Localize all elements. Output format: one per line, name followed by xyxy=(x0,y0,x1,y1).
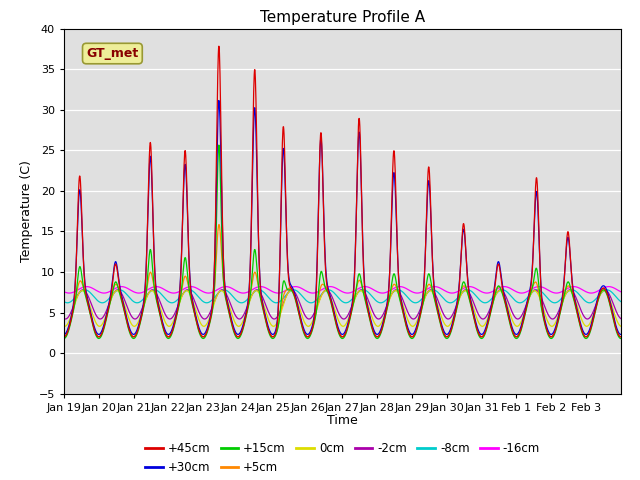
-2cm xyxy=(617,316,625,322)
+5cm xyxy=(601,286,609,292)
-16cm xyxy=(602,284,609,290)
+15cm xyxy=(331,317,339,323)
Line: -16cm: -16cm xyxy=(64,287,621,293)
Line: 0cm: 0cm xyxy=(64,291,621,326)
+30cm xyxy=(601,284,609,289)
-2cm xyxy=(601,287,609,293)
+45cm xyxy=(331,315,339,321)
+30cm xyxy=(331,313,339,319)
0cm xyxy=(600,288,608,294)
0cm xyxy=(602,288,609,294)
+15cm xyxy=(601,288,609,294)
+15cm xyxy=(617,336,625,341)
-8cm xyxy=(342,300,349,306)
-16cm xyxy=(601,285,609,290)
Line: +15cm: +15cm xyxy=(64,145,621,338)
+30cm xyxy=(316,142,324,147)
+5cm xyxy=(215,222,223,228)
-2cm xyxy=(602,287,609,293)
0cm xyxy=(331,307,339,312)
+30cm xyxy=(499,284,506,289)
0cm xyxy=(88,311,96,316)
-2cm xyxy=(323,287,330,293)
Title: Temperature Profile A: Temperature Profile A xyxy=(260,10,425,25)
+30cm xyxy=(601,284,609,289)
+15cm xyxy=(60,336,68,341)
X-axis label: Time: Time xyxy=(327,414,358,427)
-8cm xyxy=(617,299,625,304)
+30cm xyxy=(60,332,68,337)
Line: +30cm: +30cm xyxy=(64,100,621,335)
-16cm xyxy=(187,284,195,289)
Line: +45cm: +45cm xyxy=(64,46,621,337)
0cm xyxy=(316,297,324,302)
+45cm xyxy=(617,334,625,340)
-8cm xyxy=(316,293,324,299)
+45cm xyxy=(215,43,223,49)
-8cm xyxy=(499,287,506,293)
0cm xyxy=(617,324,625,329)
-16cm xyxy=(60,289,68,295)
0cm xyxy=(601,288,609,294)
+45cm xyxy=(601,286,609,292)
+30cm xyxy=(215,97,223,103)
-8cm xyxy=(601,288,609,293)
-16cm xyxy=(499,284,507,289)
+5cm xyxy=(88,320,96,325)
+5cm xyxy=(60,334,68,340)
-2cm xyxy=(60,316,68,322)
-8cm xyxy=(60,299,68,304)
Legend: +45cm, +30cm, +15cm, +5cm, 0cm, -2cm, -8cm, -16cm: +45cm, +30cm, +15cm, +5cm, 0cm, -2cm, -8… xyxy=(140,438,545,479)
-8cm xyxy=(601,288,609,293)
+15cm xyxy=(215,142,223,148)
-8cm xyxy=(88,292,96,298)
-2cm xyxy=(61,316,69,322)
-16cm xyxy=(316,288,324,293)
0cm xyxy=(60,324,68,329)
-16cm xyxy=(331,285,339,290)
+15cm xyxy=(88,321,96,327)
0cm xyxy=(499,290,506,296)
+45cm xyxy=(88,320,96,325)
+45cm xyxy=(316,137,324,143)
-16cm xyxy=(617,289,625,295)
-8cm xyxy=(331,291,339,297)
+15cm xyxy=(499,292,506,298)
+5cm xyxy=(499,290,506,296)
-2cm xyxy=(316,295,324,301)
+5cm xyxy=(601,286,609,292)
-16cm xyxy=(483,290,491,296)
Y-axis label: Temperature (C): Temperature (C) xyxy=(20,160,33,262)
+30cm xyxy=(617,332,625,337)
+30cm xyxy=(88,317,96,323)
Text: GT_met: GT_met xyxy=(86,47,138,60)
Line: +5cm: +5cm xyxy=(64,225,621,337)
-2cm xyxy=(499,288,507,294)
+15cm xyxy=(601,288,609,293)
-2cm xyxy=(332,302,339,308)
+45cm xyxy=(499,287,506,293)
-2cm xyxy=(89,305,97,311)
0cm xyxy=(339,324,347,329)
-8cm xyxy=(603,287,611,293)
+5cm xyxy=(617,334,625,340)
Line: -2cm: -2cm xyxy=(64,290,621,319)
+45cm xyxy=(60,334,68,340)
+5cm xyxy=(331,315,339,321)
+5cm xyxy=(316,286,324,291)
+45cm xyxy=(601,286,609,292)
-16cm xyxy=(88,285,96,291)
Line: -8cm: -8cm xyxy=(64,290,621,303)
+15cm xyxy=(316,272,324,277)
